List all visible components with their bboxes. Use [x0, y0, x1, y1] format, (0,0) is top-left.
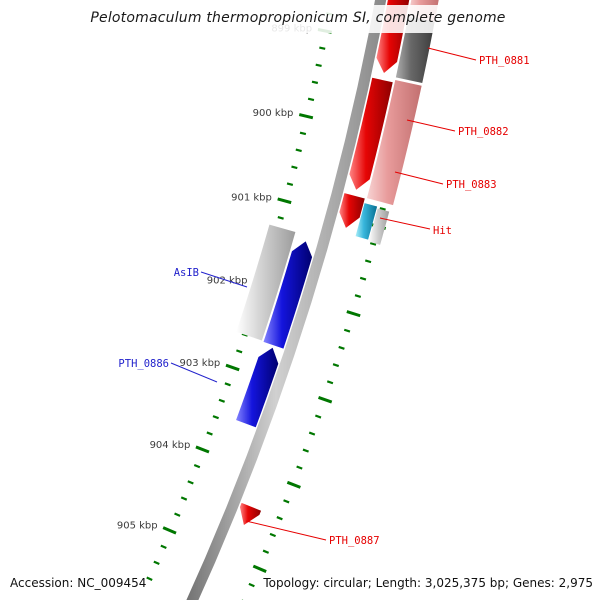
feature-PTH_0882[interactable]: [349, 77, 393, 190]
ruler-label-901kbp: 901 kbp: [231, 192, 272, 203]
ruler-tick-901-left: [277, 197, 292, 205]
feature-PTH_0883[interactable]: [339, 193, 365, 228]
ruler-tick-901.2-right: [369, 241, 377, 246]
ruler-tick-902.2-right: [343, 328, 351, 333]
feature-Hit[interactable]: [355, 203, 378, 240]
feature-PTH_0887[interactable]: [239, 502, 262, 526]
ruler-tick-900-left: [298, 113, 314, 120]
ruler-tick-899.8-left: [307, 97, 315, 102]
ruler-tick-903.8-left: [206, 431, 213, 436]
ruler-tick-900.6-left: [291, 165, 298, 170]
ruler-tick-905.4-left: [153, 560, 160, 566]
ruler-tick-903-right: [318, 396, 333, 404]
ruler-tick-903.2-left: [224, 382, 231, 387]
ruler-tick-903.4-left: [218, 398, 226, 403]
ruler-tick-904.8-left: [174, 512, 181, 517]
ruler-tick-899.4-left: [315, 63, 322, 67]
leader-line-PTH_0882: [406, 119, 456, 132]
ruler-tick-905-left: [162, 526, 177, 535]
ruler-label-902kbp: 902 kbp: [207, 276, 248, 287]
gene-features-layer: [236, 0, 439, 526]
feature-hit-PTH_0881[interactable]: [395, 16, 435, 84]
genome-title: Pelotomaculum thermopropionicum SI, comp…: [90, 10, 505, 26]
leader-line-PTH_0887: [245, 520, 327, 541]
feature-PTH_0886[interactable]: [236, 347, 279, 428]
status-summary: Topology: circular; Length: 3,025,375 bp…: [262, 576, 593, 590]
feature-labels-layer: PTH_0881 PTH_0882 PTH_0883 Hit AsIB PTH_0886 P…: [118, 47, 530, 547]
ruler-tick-904.8-right: [262, 549, 270, 554]
title-background: [86, 5, 510, 33]
ruler-tick-901.8-right: [354, 294, 362, 298]
ruler-tick-901.4-right: [364, 259, 372, 264]
ruler-tick-903.8-right: [296, 465, 303, 470]
ruler-tick-905.2-left: [160, 544, 167, 550]
ruler-tick-901.2-left: [277, 215, 284, 220]
ruler-tick-902.6-right: [332, 363, 340, 368]
ruler-tick-905.2-right: [248, 582, 255, 588]
ruler-tick-904.4-left: [187, 480, 194, 485]
ruler-tick-901.6-right: [359, 276, 367, 281]
ruler-tick-900.8-left: [286, 182, 294, 187]
feature-hit-AsIB[interactable]: [236, 224, 296, 341]
leader-line-AsIB: [200, 271, 248, 288]
ruler-label-900kbp: 900 kbp: [253, 108, 294, 119]
ruler-label-903kbp: 903 kbp: [180, 358, 221, 369]
ruler-tick-902.4-right: [338, 345, 345, 350]
feature-label-PTH_0887[interactable]: PTH_0887: [329, 535, 380, 547]
leader-line-PTH_0886: [170, 362, 218, 383]
ruler-tick-903.2-right: [314, 414, 322, 419]
ruler-tick-902-right: [346, 310, 361, 318]
leader-line-Hit: [379, 217, 431, 230]
ruler-tick-904.6-right: [269, 532, 276, 538]
feature-label-AsIB[interactable]: AsIB: [174, 267, 199, 279]
leader-line-PTH_0881: [427, 47, 477, 61]
feature-hit-PTH_0882[interactable]: [366, 80, 422, 206]
feature-AsIB[interactable]: [263, 241, 313, 349]
ruler-tick-904.2-right: [283, 499, 290, 504]
ruler-tick-904-right: [286, 480, 301, 489]
ruler-label-904kbp: 904 kbp: [150, 440, 191, 451]
ruler-tick-899.6-left: [311, 80, 319, 85]
ruler-label-905kbp: 905 kbp: [117, 520, 158, 531]
genome-backbone: [186, 0, 387, 600]
ruler-tick-902.8-right: [326, 380, 334, 385]
ruler-tick-904.4-right: [276, 516, 283, 521]
ruler-tick-904.2-left: [193, 463, 201, 469]
feature-label-PTH_0882[interactable]: PTH_0882: [458, 126, 509, 138]
ruler-tick-903.6-right: [302, 448, 309, 453]
ruler-tick-904-left: [195, 445, 210, 454]
ruler-tick-904.6-left: [180, 496, 188, 501]
feature-label-PTH_0881[interactable]: PTH_0881: [479, 55, 530, 67]
ruler-tick-903.6-left: [212, 415, 219, 420]
ruler-tick-900.8-right: [379, 207, 386, 211]
ruler-tick-905.6-left: [146, 576, 153, 582]
feature-hit-Hit[interactable]: [368, 208, 390, 245]
feature-label-Hit[interactable]: Hit: [433, 225, 452, 237]
ruler-tick-900.2-left: [299, 131, 307, 136]
leader-line-PTH_0883: [394, 171, 444, 185]
status-accession: Accession: NC_009454: [10, 576, 146, 590]
ruler-tick-905-right: [252, 564, 267, 573]
feature-label-PTH_0886[interactable]: PTH_0886: [118, 358, 169, 370]
ruler-tick-899.2-left: [319, 46, 326, 50]
ruler-tick-902.8-left: [236, 349, 243, 354]
ruler-tick-903.4-right: [308, 431, 316, 436]
feature-label-PTH_0883[interactable]: PTH_0883: [446, 179, 497, 191]
ruler-tick-903-left: [225, 363, 240, 372]
ruler-tick-900.4-left: [295, 148, 302, 153]
